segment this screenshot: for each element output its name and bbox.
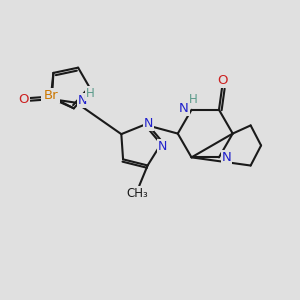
Text: N: N xyxy=(179,102,189,115)
Text: N: N xyxy=(144,117,153,130)
Text: O: O xyxy=(19,93,29,106)
Text: N: N xyxy=(78,94,87,107)
Text: O: O xyxy=(217,74,228,87)
Text: H: H xyxy=(86,87,94,100)
Text: CH₃: CH₃ xyxy=(127,187,148,200)
Text: N: N xyxy=(222,151,231,164)
Text: N: N xyxy=(158,140,167,153)
Text: O: O xyxy=(42,90,52,103)
Text: H: H xyxy=(189,93,197,106)
Text: Br: Br xyxy=(44,89,59,102)
